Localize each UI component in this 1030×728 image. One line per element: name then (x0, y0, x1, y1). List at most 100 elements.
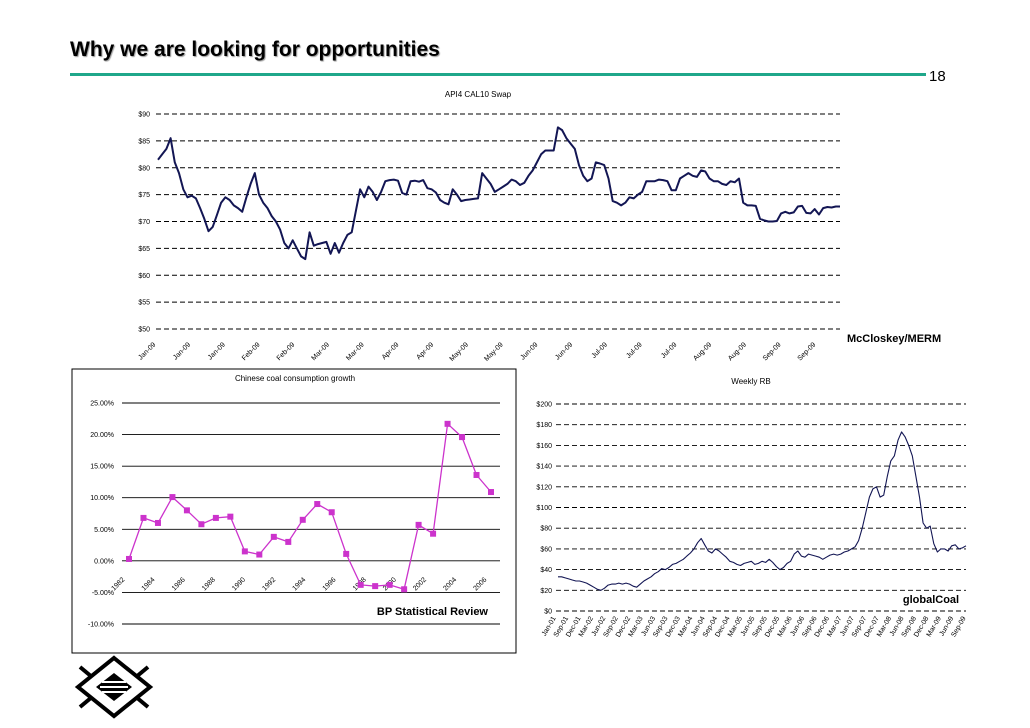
china-data-point (357, 581, 364, 588)
china-data-point (299, 516, 306, 523)
china-data-point (169, 494, 176, 501)
china-x-tick-label: 1994 (291, 576, 307, 592)
api4-y-tick-label: $80 (138, 165, 150, 172)
china-x-tick-label: 1982 (110, 576, 126, 592)
weeklyrb-y-tick-label: $140 (536, 464, 552, 471)
china-series-line (128, 423, 492, 590)
weeklyrb-series-line (558, 431, 967, 591)
api4-x-tick-label: Sep-09 (762, 341, 783, 362)
china-x-tick-label: 2002 (412, 576, 428, 592)
api4-chart: API4 CAL10 Swap $50 $55 $60 $65 $70 $75 $80 $85 $… (137, 90, 941, 363)
china-y-tick-label: 5.00% (94, 527, 114, 534)
china-title: Chinese coal consumption growth (235, 374, 355, 383)
page-number: 18 (929, 68, 946, 85)
china-data-point (415, 521, 422, 528)
china-chart: Chinese coal consumption growth -10.00% -5… (71, 368, 517, 654)
china-data-point (256, 551, 263, 558)
china-frame (71, 368, 517, 654)
slide-title: Why we are looking for opportunities (70, 38, 440, 61)
weeklyrb-y-tick-label: $80 (540, 526, 552, 533)
china-x-tick-label: 1984 (141, 576, 157, 592)
china-data-point (241, 548, 248, 555)
api4-x-tick-label: Feb-09 (241, 341, 262, 362)
api4-y-tick-label: $90 (138, 112, 150, 119)
api4-series-line (157, 126, 840, 261)
api4-x-tick-label: Sep-09 (797, 341, 818, 362)
china-data-point (212, 514, 219, 521)
api4-x-tick-label: Apr-09 (381, 341, 401, 361)
api4-x-tick-label: Jun-09 (554, 341, 574, 361)
china-data-point (488, 489, 494, 496)
china-y-tick-label: 0.00% (94, 558, 114, 565)
china-data-point (386, 581, 393, 588)
api4-y-tick-label: $55 (138, 300, 150, 307)
title-rule (70, 73, 926, 76)
china-source-label: BP Statistical Review (377, 606, 489, 618)
api4-x-tick-label: Jan-09 (137, 341, 157, 361)
weeklyrb-y-tick-label: $180 (536, 422, 552, 429)
api4-y-tick-label: $70 (138, 219, 150, 226)
china-x-tick-label: 1996 (322, 576, 338, 592)
weeklyrb-y-tick-label: $200 (536, 402, 552, 409)
api4-x-tick-label: Mar-09 (345, 341, 366, 362)
china-data-point (314, 501, 321, 508)
weeklyrb-y-tick-label: $100 (536, 505, 552, 512)
weeklyrb-title: Weekly RB (731, 377, 770, 386)
china-data-point (227, 513, 234, 520)
api4-y-tick-label: $60 (138, 273, 150, 280)
china-data-point (198, 521, 205, 528)
china-x-tick-label: 1990 (231, 576, 247, 592)
api4-title: API4 CAL10 Swap (445, 90, 512, 99)
china-data-point (473, 471, 480, 478)
china-data-point (154, 519, 161, 526)
china-y-tick-label: 15.00% (90, 464, 114, 471)
china-x-tick-label: 2006 (472, 576, 488, 592)
api4-x-tick-label: Apr-09 (416, 341, 436, 361)
china-y-tick-label: 10.00% (90, 495, 114, 502)
china-data-point (126, 555, 132, 562)
china-x-tick-label: 1986 (171, 576, 187, 592)
api4-x-tick-label: Jul-09 (591, 341, 610, 360)
api4-x-tick-label: May-09 (449, 341, 471, 363)
api4-x-tick-label: Aug-09 (692, 341, 713, 362)
weeklyrb-y-tick-label: $20 (540, 588, 552, 595)
api4-x-tick-label: Feb-09 (276, 341, 297, 362)
weeklyrb-y-tick-label: $0 (544, 609, 552, 616)
china-data-point (459, 434, 466, 441)
api4-x-tick-label: Mar-09 (310, 341, 331, 362)
china-y-tick-label: 25.00% (90, 401, 114, 408)
api4-x-tick-label: May-09 (483, 341, 505, 363)
api4-x-tick-label: Aug-09 (727, 341, 748, 362)
china-data-point (183, 507, 190, 514)
china-y-tick-label: -5.00% (92, 590, 114, 597)
api4-x-tick-label: Jan-09 (207, 341, 227, 361)
china-y-tick-label: 20.00% (90, 432, 114, 439)
weeklyrb-y-tick-label: $40 (540, 567, 552, 574)
china-data-point (285, 538, 292, 545)
weeklyrb-source-label: globalCoal (903, 594, 959, 606)
china-data-point (140, 514, 147, 521)
weeklyrb-y-tick-label: $160 (536, 443, 552, 450)
weeklyrb-y-tick-label: $60 (540, 546, 552, 553)
china-x-tick-label: 2004 (442, 576, 458, 592)
china-x-tick-label: 1988 (201, 576, 217, 592)
china-y-tick-label: -10.00% (88, 622, 114, 629)
api4-y-tick-label: $85 (138, 138, 150, 145)
weeklyrb-chart: Weekly RB $0 $20 $40 $60 $80 $100 $120 $140 $160 $… (536, 377, 967, 639)
china-data-point (270, 533, 277, 540)
api4-x-tick-label: Jul-09 (625, 341, 644, 360)
api4-x-tick-label: Jul-09 (660, 341, 679, 360)
china-data-point (401, 586, 408, 593)
api4-x-tick-label: Jan-09 (172, 341, 192, 361)
api4-y-tick-label: $65 (138, 246, 150, 253)
api4-source-label: McCloskey/MERM (847, 333, 941, 345)
diamond-lattice-logo-icon (74, 655, 154, 719)
api4-x-tick-label: Jun-09 (519, 341, 539, 361)
china-data-point (372, 583, 379, 590)
china-x-tick-label: 1992 (261, 576, 277, 592)
china-data-point (430, 530, 437, 537)
api4-y-tick-label: $75 (138, 192, 150, 199)
weeklyrb-y-tick-label: $120 (536, 484, 552, 491)
china-data-point (328, 509, 335, 516)
